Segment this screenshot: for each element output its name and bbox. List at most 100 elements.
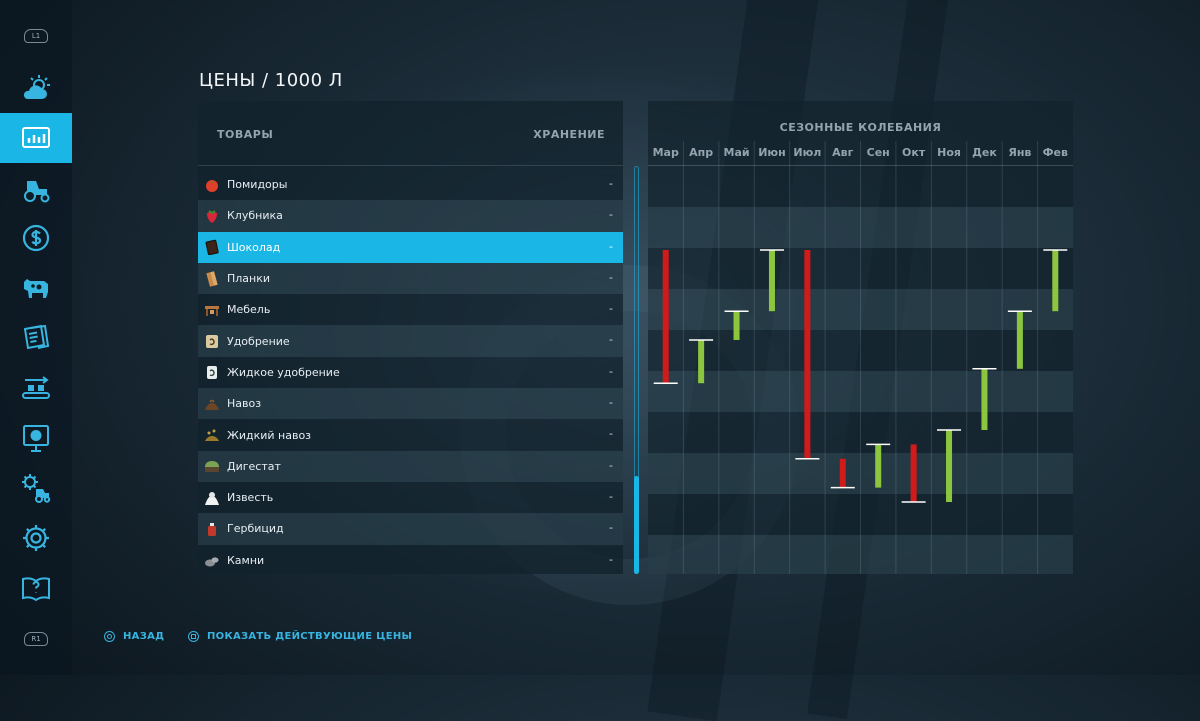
sidebar-item-garage[interactable]: [0, 463, 72, 513]
price-change-bar-down: [804, 250, 811, 459]
finance-dollar-icon: [22, 224, 50, 252]
goods-row-chocolate[interactable]: Шоколад -: [198, 231, 623, 263]
goods-storage-value: -: [609, 208, 613, 222]
price-change-bar-down: [839, 458, 846, 488]
goods-row-digestate[interactable]: Дигестат -: [198, 450, 623, 482]
back-button[interactable]: НАЗАД: [104, 631, 164, 642]
goods-name: Известь: [227, 491, 274, 505]
sidebar-item-finances[interactable]: [0, 213, 72, 263]
goods-storage-value: -: [609, 364, 613, 378]
goods-storage-value: -: [609, 458, 613, 472]
month-tick-label: Июл: [793, 146, 821, 159]
goods-name: Жидкое удобрение: [227, 365, 340, 379]
goods-row-furniture[interactable]: Мебель -: [198, 294, 623, 325]
sidebar-item-production[interactable]: [0, 363, 72, 413]
goods-storage-value: -: [609, 521, 613, 535]
statistics-icon: [23, 425, 49, 452]
price-change-bar-up: [981, 368, 988, 430]
liquid-fertilizer-icon: [204, 364, 220, 380]
sidebar-item-contracts[interactable]: [0, 313, 72, 363]
page-title: ЦЕНЫ / 1000 Л: [199, 70, 343, 91]
goods-row-stones[interactable]: Камни -: [198, 545, 623, 576]
garage-settings-icon: [22, 474, 51, 503]
goods-storage-value: -: [609, 333, 613, 347]
manure-icon: [204, 396, 220, 412]
month-tick-label: Окт: [902, 146, 926, 159]
weather-icon: [23, 75, 50, 99]
tomato-icon: [204, 177, 220, 193]
goods-name: Помидоры: [227, 178, 288, 192]
sidebar-item-help[interactable]: [0, 563, 72, 613]
price-change-bar-up: [1052, 250, 1059, 312]
month-tick-label: Май: [724, 146, 750, 159]
prices-chart-icon: [22, 127, 50, 148]
goods-storage-value: -: [609, 552, 613, 566]
l1-button-hint[interactable]: L1: [24, 29, 48, 43]
goods-row-herbicide[interactable]: Гербицид -: [198, 513, 623, 545]
goods-storage-value: -: [609, 177, 613, 190]
month-tick-label: Авг: [832, 146, 853, 159]
sidebar-item-weather[interactable]: [0, 64, 72, 114]
gear-icon: [23, 525, 49, 551]
seasonal-chart-title: СЕЗОННЫЕ КОЛЕБАНИЯ: [779, 121, 942, 134]
goods-name: Дигестат: [227, 459, 281, 473]
goods-row-slurry[interactable]: Жидкий навоз -: [198, 419, 623, 450]
month-tick-label: Апр: [689, 146, 713, 159]
goods-row-lime[interactable]: Известь -: [198, 482, 623, 513]
month-tick-label: Ноя: [937, 146, 961, 159]
month-tick-label: Янв: [1008, 146, 1031, 159]
sidebar-item-statistics[interactable]: [0, 413, 72, 463]
sidebar-item-settings[interactable]: [0, 513, 72, 563]
goods-storage-value: -: [609, 302, 613, 316]
contracts-icon: [23, 324, 50, 350]
month-tick-label: Дек: [972, 146, 997, 159]
tractor-icon: [24, 181, 50, 203]
goods-list-scroll-thumb[interactable]: [634, 476, 639, 574]
price-change-bar-up: [946, 430, 953, 502]
goods-row-liquid-fertilizer[interactable]: Жидкое удобрение -: [198, 357, 623, 388]
price-change-bar-up: [875, 444, 882, 488]
goods-name: Планки: [227, 272, 271, 286]
goods-list: Помидоры - Клубника - Шоколад - Планки -…: [198, 169, 623, 576]
planks-icon: [204, 270, 220, 287]
slurry-icon: [204, 427, 220, 443]
month-tick-label: Сен: [867, 146, 890, 159]
price-change-bar-up: [698, 340, 705, 384]
help-book-icon: [22, 577, 50, 602]
goods-row-strawberries[interactable]: Клубника -: [198, 200, 623, 232]
goods-panel: ТОВАРЫ ХРАНЕНИЕ Помидоры - Клубника - Шо…: [198, 101, 623, 574]
price-change-bar-up: [768, 250, 775, 312]
stones-icon: [204, 552, 220, 568]
column-header-storage: ХРАНЕНИЕ: [533, 128, 605, 141]
sidebar-item-animals[interactable]: [0, 263, 72, 313]
sidebar: L1: [0, 0, 72, 675]
goods-row-tomatoes[interactable]: Помидоры -: [198, 169, 623, 200]
circle-button-icon: [104, 631, 115, 642]
furniture-icon: [204, 302, 220, 318]
goods-storage-value: -: [609, 270, 613, 284]
chart-band: [648, 535, 1073, 574]
goods-storage-value: -: [609, 239, 613, 253]
production-icon: [22, 376, 50, 399]
goods-name: Камни: [227, 553, 265, 567]
column-header-goods: ТОВАРЫ: [217, 128, 274, 141]
strawberry-icon: [204, 208, 220, 224]
show-current-prices-button[interactable]: ПОКАЗАТЬ ДЕЙСТВУЮЩИЕ ЦЕНЫ: [188, 631, 412, 642]
goods-name: Навоз: [227, 397, 262, 411]
chocolate-icon: [204, 239, 220, 256]
price-change-bar-down: [662, 250, 669, 384]
price-change-bar-down: [910, 444, 917, 502]
r1-button-hint[interactable]: R1: [24, 632, 48, 646]
month-tick-label: Июн: [758, 146, 786, 159]
goods-row-planks[interactable]: Планки -: [198, 262, 623, 295]
sidebar-item-vehicles[interactable]: [0, 163, 72, 213]
chart-band: [648, 453, 1073, 494]
show-current-prices-label: ПОКАЗАТЬ ДЕЙСТВУЮЩИЕ ЦЕНЫ: [207, 631, 413, 642]
goods-row-fertilizer[interactable]: Удобрение -: [198, 325, 623, 357]
sidebar-item-prices[interactable]: [0, 113, 72, 163]
goods-row-manure[interactable]: Навоз -: [198, 388, 623, 420]
chart-band: [648, 371, 1073, 412]
square-button-icon: [188, 631, 199, 642]
month-tick-label: Фев: [1043, 146, 1068, 159]
seasonal-chart: Мар Апр Май Июн Июл Авг Сен Окт Ноя Дек Янв Фев: [648, 141, 1073, 574]
